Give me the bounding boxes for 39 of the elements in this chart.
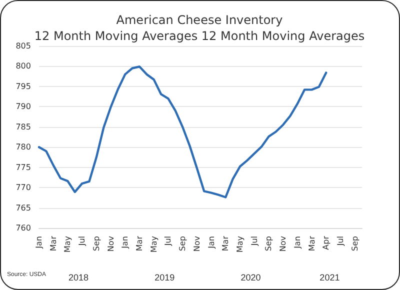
y-tick-label: 765 [16,203,31,212]
x-tick-label: May [235,236,244,253]
text: 2021 [320,272,340,282]
x-tick-label: Jan [120,236,130,250]
line-series [38,66,328,198]
x-tick-label: Jan [292,236,302,250]
x-tick-label: Sep [350,236,360,252]
y-tick-label: 775 [16,162,31,172]
y-tick-label: 805 [16,42,31,50]
x-tick-label: Sep [264,236,274,252]
x-tick-label: Jul [250,236,259,247]
x-tick-label: Sep [92,236,101,252]
x-tick-label: Apr [322,235,331,250]
x-tick-label: Mar [307,235,316,252]
x-tick-label: May [149,236,158,253]
y-tick-label: 770 [16,183,31,192]
text: 2018 [68,272,88,282]
text: 2019 [154,272,175,282]
x-tick-label: May [63,236,72,253]
x-tick-label: Sep [178,236,188,252]
y-tick-label: 795 [16,82,31,91]
y-tick-label: 785 [16,122,31,132]
y-tick-label: 760 [16,224,31,232]
chart-title: American Cheese Inventory 12 Month Moving Averages 12 Month Moving Averages [34,13,365,43]
x-tick-label: Jan [206,236,216,250]
y-tick-label: 800 [16,62,31,71]
x-tick-label: Jul [78,236,87,247]
x-tick-label: Jul [164,236,173,247]
x-tick-label: Nov [278,236,288,252]
x-tick-label: Nov [192,236,202,252]
x-tick-label: Jan [34,236,44,250]
y-tick-label: 790 [16,102,31,112]
x-tick-label: Mar [221,235,230,252]
text: 2020 [240,272,261,282]
x-tick-label: Jul [336,236,345,247]
y-tick-label: 780 [16,142,31,152]
x-tick-label: Mar [134,235,144,252]
x-tick-label: Mar [48,235,58,252]
x-tick-label: Nov [106,236,116,252]
